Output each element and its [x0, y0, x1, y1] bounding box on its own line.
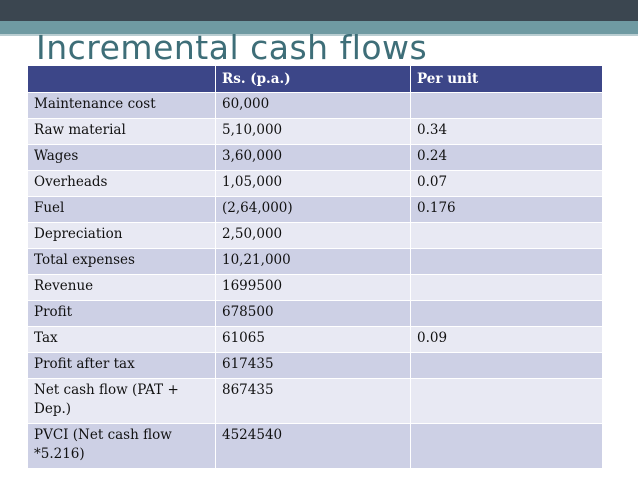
row-annual-value: 3,60,000	[215, 144, 411, 171]
row-annual-value: 1699500	[215, 274, 411, 301]
row-annual-value: 10,21,000	[215, 248, 411, 275]
row-label: Revenue	[27, 274, 216, 301]
row-annual-value: 867435	[215, 378, 411, 424]
row-per-unit-value	[410, 378, 603, 424]
table-row: Profit after tax 617435	[27, 352, 603, 379]
row-label: Profit after tax	[27, 352, 216, 379]
table-header-row: Rs. (p.a.) Per unit	[27, 65, 603, 93]
row-annual-value: 2,50,000	[215, 222, 411, 249]
row-per-unit-value: 0.07	[410, 170, 603, 197]
row-annual-value: 60,000	[215, 92, 411, 119]
row-per-unit-value	[410, 352, 603, 379]
table-row: Fuel (2,64,000) 0.176	[27, 196, 603, 223]
row-annual-value: 4524540	[215, 423, 411, 469]
table-row: Revenue 1699500	[27, 274, 603, 301]
header-band-line	[0, 34, 638, 36]
row-label: Depreciation	[27, 222, 216, 249]
row-label: Fuel	[27, 196, 216, 223]
row-per-unit-value: 0.09	[410, 326, 603, 353]
row-per-unit-value: 0.34	[410, 118, 603, 145]
header-cell-per-unit: Per unit	[410, 65, 603, 93]
row-label: Tax	[27, 326, 216, 353]
table-row: Wages 3,60,000 0.24	[27, 144, 603, 171]
row-per-unit-value	[410, 274, 603, 301]
row-label: Maintenance cost	[27, 92, 216, 119]
row-annual-value: 617435	[215, 352, 411, 379]
row-per-unit-value: 0.24	[410, 144, 603, 171]
row-per-unit-value	[410, 92, 603, 119]
header-cell-item	[27, 65, 216, 93]
header-band-dark	[0, 0, 638, 21]
table-row: Total expenses 10,21,000	[27, 248, 603, 275]
cash-flow-table: Rs. (p.a.) Per unit Maintenance cost 60,…	[27, 65, 603, 469]
table-row: Depreciation 2,50,000	[27, 222, 603, 249]
row-annual-value: 61065	[215, 326, 411, 353]
row-label: Overheads	[27, 170, 216, 197]
row-annual-value: 678500	[215, 300, 411, 327]
row-per-unit-value: 0.176	[410, 196, 603, 223]
table-row: Net cash flow (PAT + Dep.) 867435	[27, 378, 603, 424]
row-annual-value: 5,10,000	[215, 118, 411, 145]
slide-title: Incremental cash flows	[36, 28, 428, 67]
row-label: Net cash flow (PAT + Dep.)	[27, 378, 216, 424]
row-label: Raw material	[27, 118, 216, 145]
row-per-unit-value	[410, 300, 603, 327]
row-label: PVCI (Net cash flow *5.216)	[27, 423, 216, 469]
table-row: Overheads 1,05,000 0.07	[27, 170, 603, 197]
row-annual-value: 1,05,000	[215, 170, 411, 197]
row-label: Total expenses	[27, 248, 216, 275]
table-row: Raw material 5,10,000 0.34	[27, 118, 603, 145]
header-band-teal	[0, 21, 638, 34]
table-row: Profit 678500	[27, 300, 603, 327]
table-row: Maintenance cost 60,000	[27, 92, 603, 119]
row-annual-value: (2,64,000)	[215, 196, 411, 223]
row-label: Wages	[27, 144, 216, 171]
row-per-unit-value	[410, 423, 603, 469]
row-per-unit-value	[410, 248, 603, 275]
table-row: Tax 61065 0.09	[27, 326, 603, 353]
row-label: Profit	[27, 300, 216, 327]
row-per-unit-value	[410, 222, 603, 249]
table-row: PVCI (Net cash flow *5.216) 4524540	[27, 423, 603, 469]
header-cell-annual: Rs. (p.a.)	[215, 65, 411, 93]
